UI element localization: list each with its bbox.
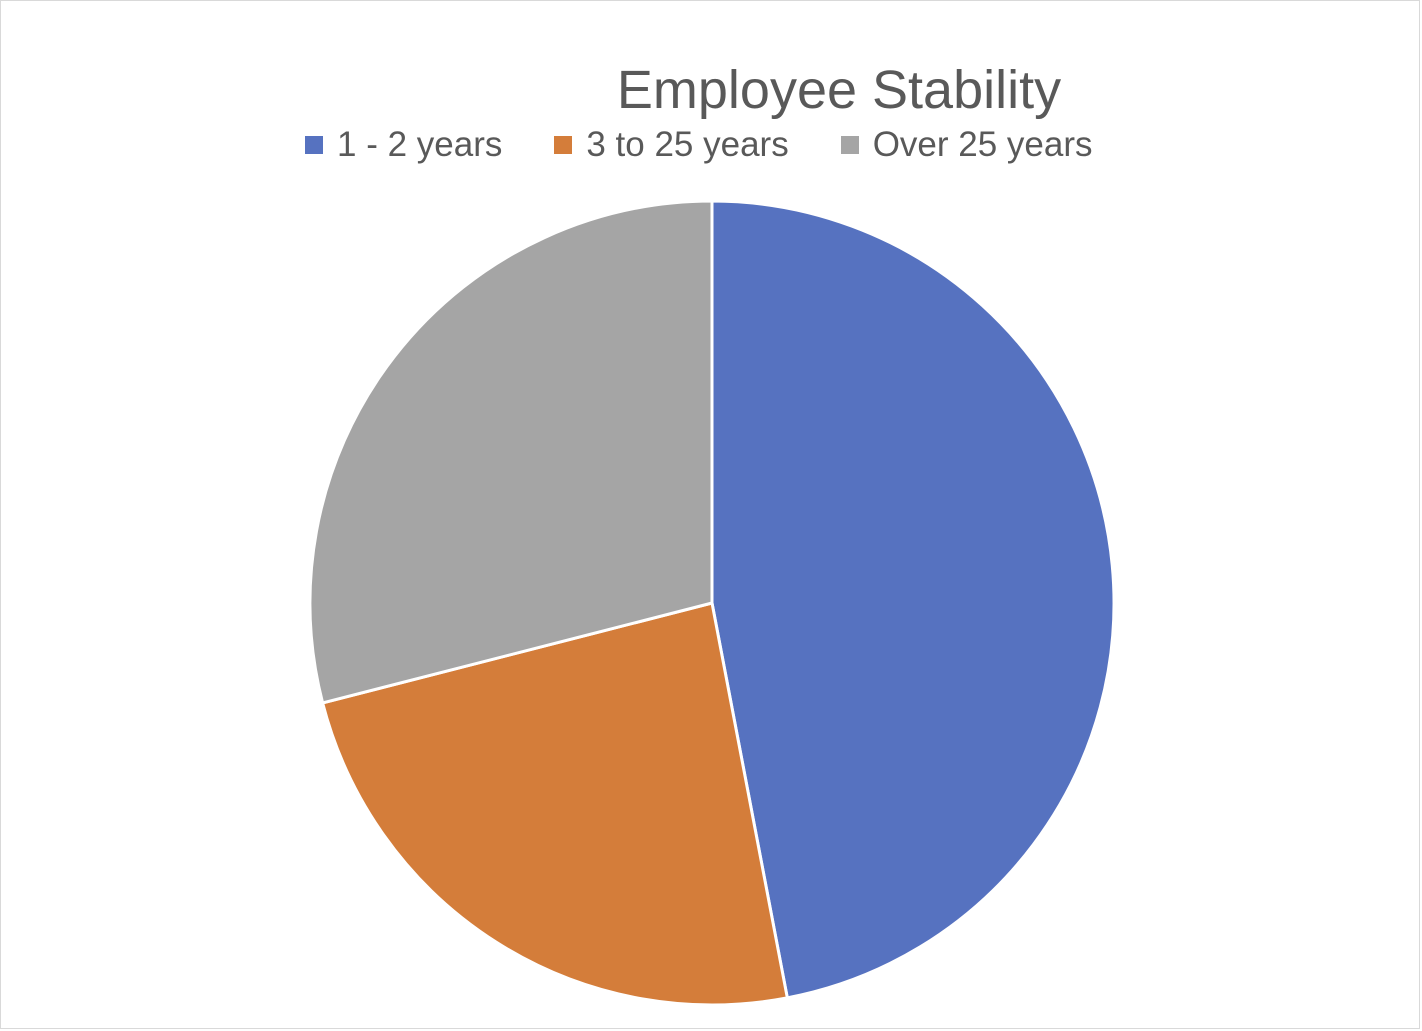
chart-title: Employee Stability	[616, 60, 1062, 120]
pie-slice-3-to-25-years	[321, 601, 789, 1007]
legend-swatch-1-2-years	[305, 136, 323, 154]
legend-item-3-to-25-years: 3 to 25 years	[554, 123, 789, 167]
pie-slices	[308, 199, 1116, 1007]
legend-item-over-25-years: Over 25 years	[840, 123, 1093, 167]
legend-label-1-2-years: 1 - 2 years	[337, 125, 503, 164]
pie-slice-1-2-years	[710, 199, 1116, 1000]
legend-swatch-over-25-years	[840, 136, 859, 154]
legend: 1 - 2 years 3 to 25 years Over 25 years	[305, 123, 1093, 167]
legend-label-3-to-25-years: 3 to 25 years	[586, 125, 789, 164]
pie-slice-over-25-years	[308, 199, 714, 705]
legend-swatch-3-to-25-years	[554, 136, 573, 154]
legend-item-1-2-years: 1 - 2 years	[305, 123, 502, 167]
legend-label-over-25-years: Over 25 years	[872, 125, 1093, 164]
